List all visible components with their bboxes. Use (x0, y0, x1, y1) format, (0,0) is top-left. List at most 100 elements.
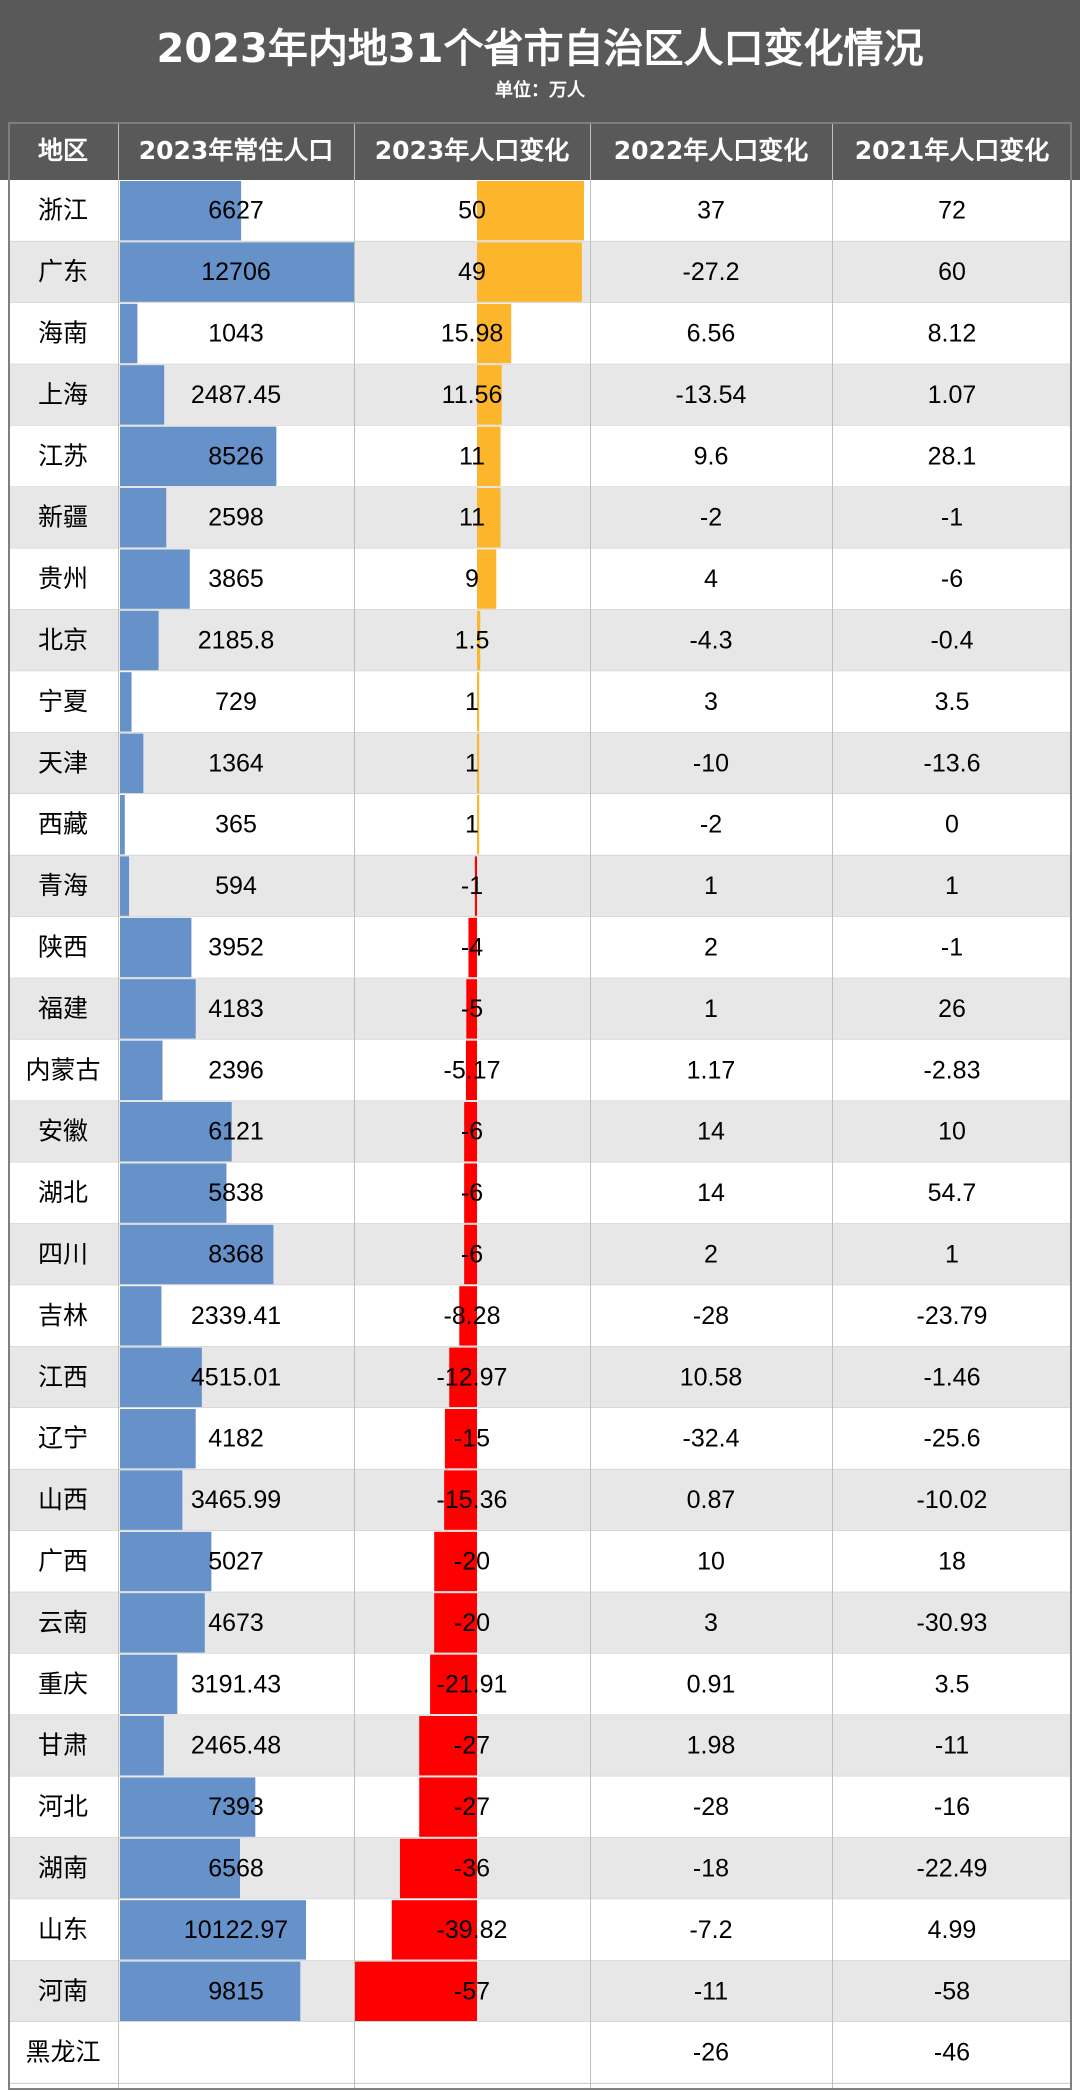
population-bar (120, 1347, 202, 1407)
table-row (8, 364, 1072, 426)
increase-bar (477, 242, 582, 302)
decrease-bar (465, 1040, 477, 1100)
change-2022-value: 1.17 (687, 1056, 736, 1084)
change-2023-value: 50 (458, 197, 486, 225)
region-label: 江西 (38, 1363, 88, 1391)
change-2023-value: -57 (454, 1977, 490, 2005)
change-2021-value: 18 (938, 1548, 966, 1576)
change-2021-value: -10.02 (917, 1486, 988, 1514)
region-label: 甘肃 (38, 1732, 88, 1760)
region-label: 广西 (38, 1548, 88, 1576)
increase-bar (477, 365, 502, 425)
population-bar (120, 1040, 163, 1100)
column-header-change-2021: 2021年人口变化 (854, 136, 1050, 165)
change-2021-value: -25.6 (924, 1425, 981, 1453)
change-2021-value: 72 (938, 197, 966, 225)
region-label: 天津 (38, 749, 88, 777)
change-2021-value: -58 (934, 1977, 970, 2005)
change-2022-value: 10 (697, 1548, 725, 1576)
change-2021-value: -1.46 (924, 1363, 981, 1391)
change-2022-value: 10.58 (680, 1363, 743, 1391)
change-2023-value: -5 (461, 995, 483, 1023)
region-label: 西藏 (38, 811, 88, 839)
change-2021-value: 3.5 (935, 688, 970, 716)
population-value: 5838 (208, 1179, 264, 1207)
change-2022-value: 2 (704, 1241, 718, 1269)
population-bar (120, 979, 196, 1039)
population-bar (120, 1654, 178, 1714)
change-2023-value: -4 (461, 934, 483, 962)
change-2021-value: -2.83 (924, 1056, 981, 1084)
change-2021-value: -1 (941, 504, 963, 532)
column-header-change-2022: 2022年人口变化 (613, 136, 809, 165)
population-value: 4673 (208, 1609, 264, 1637)
decrease-bar (464, 1102, 477, 1162)
table-row (8, 1039, 1072, 1101)
population-value: 3465.99 (191, 1486, 281, 1514)
population-bar (120, 181, 242, 241)
region-label: 北京 (38, 627, 88, 655)
population-bar (120, 672, 132, 732)
change-2021-value: -46 (934, 2039, 970, 2067)
decrease-bar (474, 856, 477, 916)
region-label: 湖北 (38, 1179, 88, 1207)
region-label: 陕西 (38, 934, 88, 962)
population-value: 2487.45 (191, 381, 281, 409)
column-header-population-2023: 2023年常住人口 (138, 136, 334, 165)
increase-bar (477, 795, 480, 855)
decrease-bar (468, 917, 477, 978)
table-row (8, 671, 1072, 733)
unit-label: 单位：万人 (495, 80, 585, 101)
change-2022-value: 1.98 (687, 1732, 736, 1760)
table-row (8, 487, 1072, 549)
table-row (8, 1653, 1072, 1715)
change-2022-value: 3 (704, 1609, 718, 1637)
population-bar (120, 1961, 301, 2021)
decrease-bar (464, 1163, 477, 1223)
population-value: 1043 (208, 320, 264, 348)
region-label: 新疆 (38, 504, 88, 532)
change-2022-value: 37 (697, 197, 725, 225)
region-label: 安徽 (38, 1118, 88, 1146)
region-label: 青海 (38, 872, 88, 900)
change-2022-value: 4 (704, 565, 718, 593)
change-2023-value: 49 (458, 258, 486, 286)
increase-bar (477, 610, 481, 671)
decrease-bar (444, 1470, 477, 1530)
change-2021-value: 8.12 (928, 320, 977, 348)
title-banner: 2023年内地31个省市自治区人口变化情况 单位：万人 (0, 0, 1080, 122)
population-bar (120, 1900, 307, 1960)
population-value: 3191.43 (191, 1670, 281, 1698)
column-header-region: 地区 (37, 136, 88, 165)
population-value: 8526 (208, 442, 264, 470)
population-value: 729 (215, 688, 257, 716)
population-value: 5027 (208, 1548, 264, 1576)
population-bar (120, 365, 165, 425)
region-label: 山西 (38, 1486, 88, 1514)
change-2021-value: -1 (941, 934, 963, 962)
change-2021-value: -6 (941, 565, 963, 593)
change-2022-value: -2 (700, 504, 722, 532)
table-row (8, 855, 1072, 917)
region-label: 黑龙江 (25, 2039, 100, 2067)
change-2021-value: 0 (945, 811, 959, 839)
population-value: 3865 (208, 565, 264, 593)
region-label: 吉林 (38, 1302, 88, 1330)
change-2022-value: 14 (697, 1118, 725, 1146)
change-2023-value: -20 (454, 1548, 490, 1576)
change-2021-value: -0.4 (930, 627, 973, 655)
increase-bar (477, 549, 497, 609)
decrease-bar (430, 1654, 477, 1714)
change-2023-value: -20 (454, 1609, 490, 1637)
change-2023-value: -27 (454, 1732, 490, 1760)
population-value: 594 (215, 872, 257, 900)
table-row (8, 1469, 1072, 1531)
change-2022-value: 1 (704, 995, 718, 1023)
change-2022-value: 0.87 (687, 1486, 736, 1514)
change-2021-value: -16 (934, 1793, 970, 1821)
change-2022-value: 0.91 (687, 1670, 736, 1698)
population-value: 1364 (208, 749, 264, 777)
change-2022-value: 3 (704, 688, 718, 716)
column-divider (354, 122, 355, 2090)
